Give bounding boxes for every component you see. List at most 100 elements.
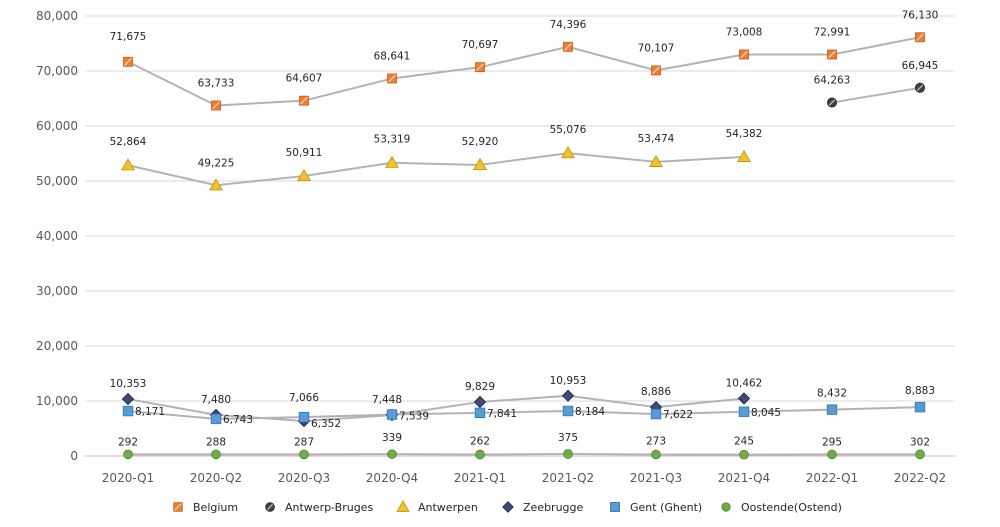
point-gent-ghent <box>474 407 486 419</box>
series-line-oostende-ostend <box>127 452 921 456</box>
point-belgium <box>651 65 661 76</box>
point-oostende-ostend <box>475 449 485 460</box>
data-label-belgium: 72,991 <box>814 27 851 39</box>
data-label-belgium: 63,733 <box>198 77 235 89</box>
data-label-antwerpen: 50,911 <box>286 147 323 159</box>
series-lines <box>127 36 921 456</box>
data-label-belgium: 68,641 <box>374 50 411 62</box>
data-label-zeebrugge: 8,886 <box>641 386 671 398</box>
data-label-gent-ghent: 7,841 <box>487 408 517 420</box>
x-tick-label: 2021-Q1 <box>454 471 506 485</box>
point-gent-ghent <box>210 413 222 425</box>
data-label-antwerpen: 55,076 <box>550 124 587 136</box>
data-label-gent-ghent: 8,045 <box>751 407 781 419</box>
data-label-oostende-ostend: 292 <box>118 436 138 448</box>
data-label-gent-ghent: 7,622 <box>663 409 693 421</box>
data-label-belgium: 74,396 <box>550 19 587 31</box>
y-tick-label: 50,000 <box>36 174 78 188</box>
x-axis: 2020-Q1 2020-Q2 2020-Q3 2020-Q4 2021-Q1 2021-… <box>102 471 946 485</box>
point-belgium <box>123 56 133 67</box>
x-tick-label: 2022-Q1 <box>806 471 858 485</box>
legend-label: Antwerp-Bruges <box>285 501 373 514</box>
point-belgium <box>739 49 749 60</box>
point-antwerpen <box>385 155 399 168</box>
point-gent-ghent <box>738 406 750 417</box>
data-label-oostende-ostend: 287 <box>294 436 314 448</box>
data-label-belgium: 70,697 <box>462 39 499 51</box>
data-label-oostende-ostend: 302 <box>910 436 930 448</box>
legend-marker-belgium <box>173 502 183 512</box>
data-label-gent-ghent: 8,184 <box>575 406 605 418</box>
data-label-antwerpen: 53,474 <box>638 133 675 145</box>
data-label-gent-ghent: 8,883 <box>905 385 935 397</box>
legend-item-zeebrugge: Zeebrugge <box>502 501 584 514</box>
point-oostende-ostend <box>915 449 925 460</box>
point-oostende-ostend <box>651 449 661 460</box>
point-zeebrugge <box>561 389 575 402</box>
data-label-zeebrugge: 7,480 <box>201 394 231 406</box>
point-gent-ghent <box>122 405 134 417</box>
point-gent-ghent <box>298 411 310 423</box>
x-tick-label: 2020-Q2 <box>190 471 242 485</box>
point-zeebrugge <box>121 392 135 406</box>
point-oostende-ostend <box>563 449 573 459</box>
point-oostende-ostend <box>211 449 221 460</box>
point-antwerpen <box>473 157 487 170</box>
point-antwerpen <box>649 154 663 167</box>
data-label-oostende-ostend: 375 <box>558 432 578 444</box>
x-tick-label: 2020-Q4 <box>366 471 418 485</box>
point-antwerp-bruges <box>915 82 926 93</box>
data-label-antwerp-bruges: 64,263 <box>814 75 851 87</box>
data-label-oostende-ostend: 262 <box>470 436 490 448</box>
point-antwerpen <box>121 158 135 171</box>
data-label-zeebrugge: 10,353 <box>110 378 147 390</box>
data-label-antwerpen: 54,382 <box>726 128 763 140</box>
series-line-zeebrugge <box>127 394 745 423</box>
point-antwerpen <box>561 146 575 159</box>
point-belgium <box>915 32 925 43</box>
data-label-belgium: 70,107 <box>638 42 675 54</box>
data-label-oostende-ostend: 245 <box>734 436 754 448</box>
point-belgium <box>387 73 397 84</box>
point-belgium <box>827 49 837 60</box>
series-line-gent-ghent <box>127 406 921 420</box>
data-label-oostende-ostend: 288 <box>206 436 226 448</box>
data-label-zeebrugge: 6,352 <box>311 418 341 430</box>
data-label-gent-ghent: 7,539 <box>399 411 429 423</box>
data-label-oostende-ostend: 295 <box>822 436 842 448</box>
point-gent-ghent <box>650 408 662 420</box>
data-label-gent-ghent: 7,066 <box>289 392 319 404</box>
data-label-zeebrugge: 7,448 <box>372 394 402 406</box>
legend-label: Oostende(Ostend) <box>741 501 842 514</box>
data-label-belgium: 71,675 <box>110 31 147 43</box>
legend-marker-oostende-ostend <box>721 502 731 512</box>
y-tick-label: 0 <box>70 449 78 463</box>
gridlines <box>85 15 955 457</box>
point-antwerpen <box>737 149 751 162</box>
x-tick-label: 2022-Q2 <box>894 471 946 485</box>
point-belgium <box>299 95 309 106</box>
legend-label: Gent (Ghent) <box>630 501 702 514</box>
point-antwerpen <box>209 178 223 191</box>
data-label-zeebrugge: 10,953 <box>550 375 587 387</box>
legend-marker-antwerpen <box>396 500 410 512</box>
legend-marker-antwerp-bruges <box>265 502 275 512</box>
data-labels: 71,675 63,733 64,607 68,641 70,697 74,396 70,1… <box>110 9 939 448</box>
data-label-gent-ghent: 6,743 <box>223 414 253 426</box>
data-label-gent-ghent: 8,432 <box>817 388 847 400</box>
y-tick-label: 60,000 <box>36 119 78 133</box>
point-oostende-ostend <box>299 449 309 460</box>
point-belgium <box>211 100 221 111</box>
y-tick-label: 80,000 <box>36 9 78 23</box>
point-belgium <box>475 62 485 73</box>
legend-item-antwerpen: Antwerpen <box>396 500 478 514</box>
data-label-belgium: 76,130 <box>902 9 939 21</box>
point-zeebrugge <box>737 392 751 405</box>
data-label-zeebrugge: 9,829 <box>465 381 495 393</box>
legend-label: Belgium <box>193 501 238 514</box>
x-tick-label: 2021-Q4 <box>718 471 770 485</box>
data-label-antwerpen: 52,920 <box>462 136 499 148</box>
data-label-belgium: 73,008 <box>726 26 763 38</box>
